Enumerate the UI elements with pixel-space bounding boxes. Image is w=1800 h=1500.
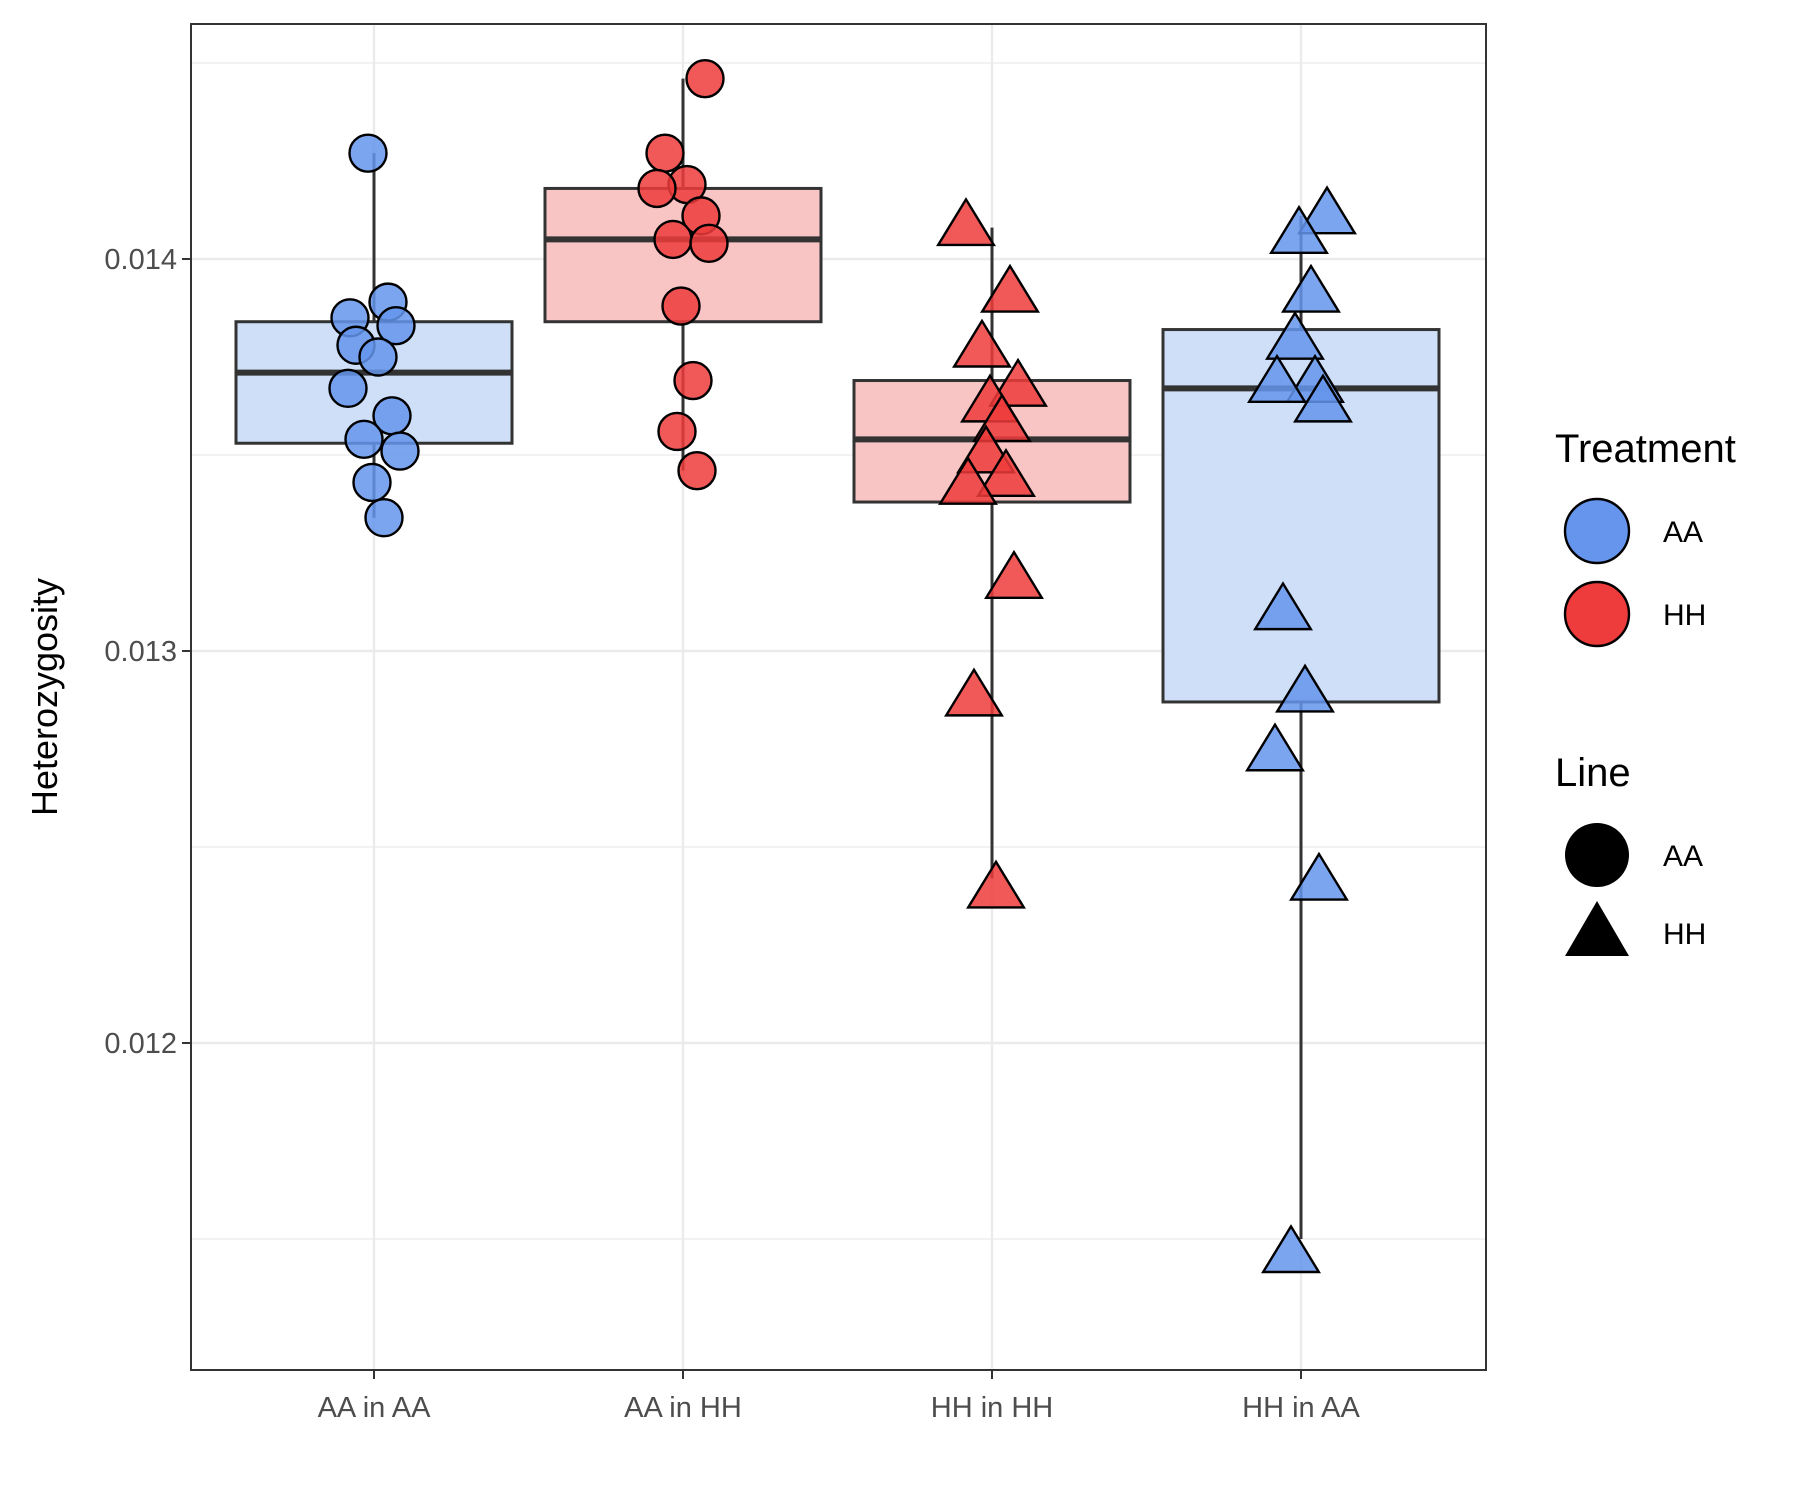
data-point: [936, 197, 996, 247]
legend-label-line-aa: AA: [1663, 840, 1703, 873]
data-point: [1293, 373, 1353, 423]
legend-key-line-hh: [1565, 901, 1629, 956]
data-point: [1269, 204, 1329, 255]
panel-border: [190, 23, 1487, 1371]
data-point: [661, 286, 701, 326]
data-point: [976, 447, 1036, 498]
data-point: [677, 450, 717, 491]
data-point: [685, 58, 725, 99]
x-tick-label: AA in AA: [318, 1392, 432, 1424]
data-point: [657, 411, 697, 452]
data-point: [689, 223, 729, 264]
data-point: [673, 360, 713, 401]
data-point: [1297, 185, 1357, 235]
data-point: [966, 859, 1026, 909]
data-point: [1253, 581, 1313, 631]
y-axis-title: Heterozygosity: [24, 578, 65, 816]
x-tick-label: HH in HH: [931, 1392, 1053, 1424]
y-tick-label: 0.013: [104, 636, 177, 668]
data-point: [1265, 310, 1325, 360]
axis-layer: 0.012 0.013 0.014 AA in AA AA in HH HH in HH H…: [104, 244, 1360, 1424]
data-point: [328, 368, 368, 409]
data-point: [344, 419, 384, 460]
data-point: [1247, 353, 1307, 403]
legend-label-line-hh: HH: [1663, 918, 1706, 951]
data-point: [637, 168, 677, 209]
legend-label-treatment-hh: HH: [1663, 599, 1706, 632]
data-point: [980, 263, 1040, 313]
data-point: [952, 318, 1012, 368]
data-point: [988, 357, 1048, 407]
data-point: [1289, 851, 1349, 901]
data-point: [984, 549, 1044, 599]
data-point: [1245, 722, 1305, 772]
data-point: [944, 667, 1004, 717]
data-point: [364, 498, 404, 538]
legend-layer: Treatment AA HH Line AA HH: [1555, 427, 1736, 956]
data-point: [358, 337, 398, 377]
legend-title-line: Line: [1555, 751, 1631, 795]
legend-key-treatment-aa: [1563, 497, 1631, 565]
data-point: [653, 219, 693, 260]
y-tick-label: 0.014: [104, 244, 177, 276]
data-point: [376, 305, 416, 346]
data-point: [645, 133, 685, 173]
x-tick-label: HH in AA: [1242, 1392, 1360, 1424]
data-point: [1281, 263, 1341, 313]
point-layer: [328, 58, 1357, 1274]
legend-title-treatment: Treatment: [1555, 427, 1736, 471]
data-point: [380, 431, 420, 471]
legend-key-line-aa: [1565, 823, 1629, 887]
y-tick-label: 0.012: [104, 1028, 177, 1060]
data-point: [938, 455, 998, 505]
data-point: [1275, 663, 1335, 713]
data-point: [348, 133, 388, 173]
legend-label-treatment-aa: AA: [1663, 516, 1703, 549]
x-tick-label: AA in HH: [624, 1392, 742, 1424]
data-point: [352, 462, 392, 503]
legend-key-treatment-hh: [1563, 580, 1631, 648]
data-point: [1261, 1224, 1321, 1274]
